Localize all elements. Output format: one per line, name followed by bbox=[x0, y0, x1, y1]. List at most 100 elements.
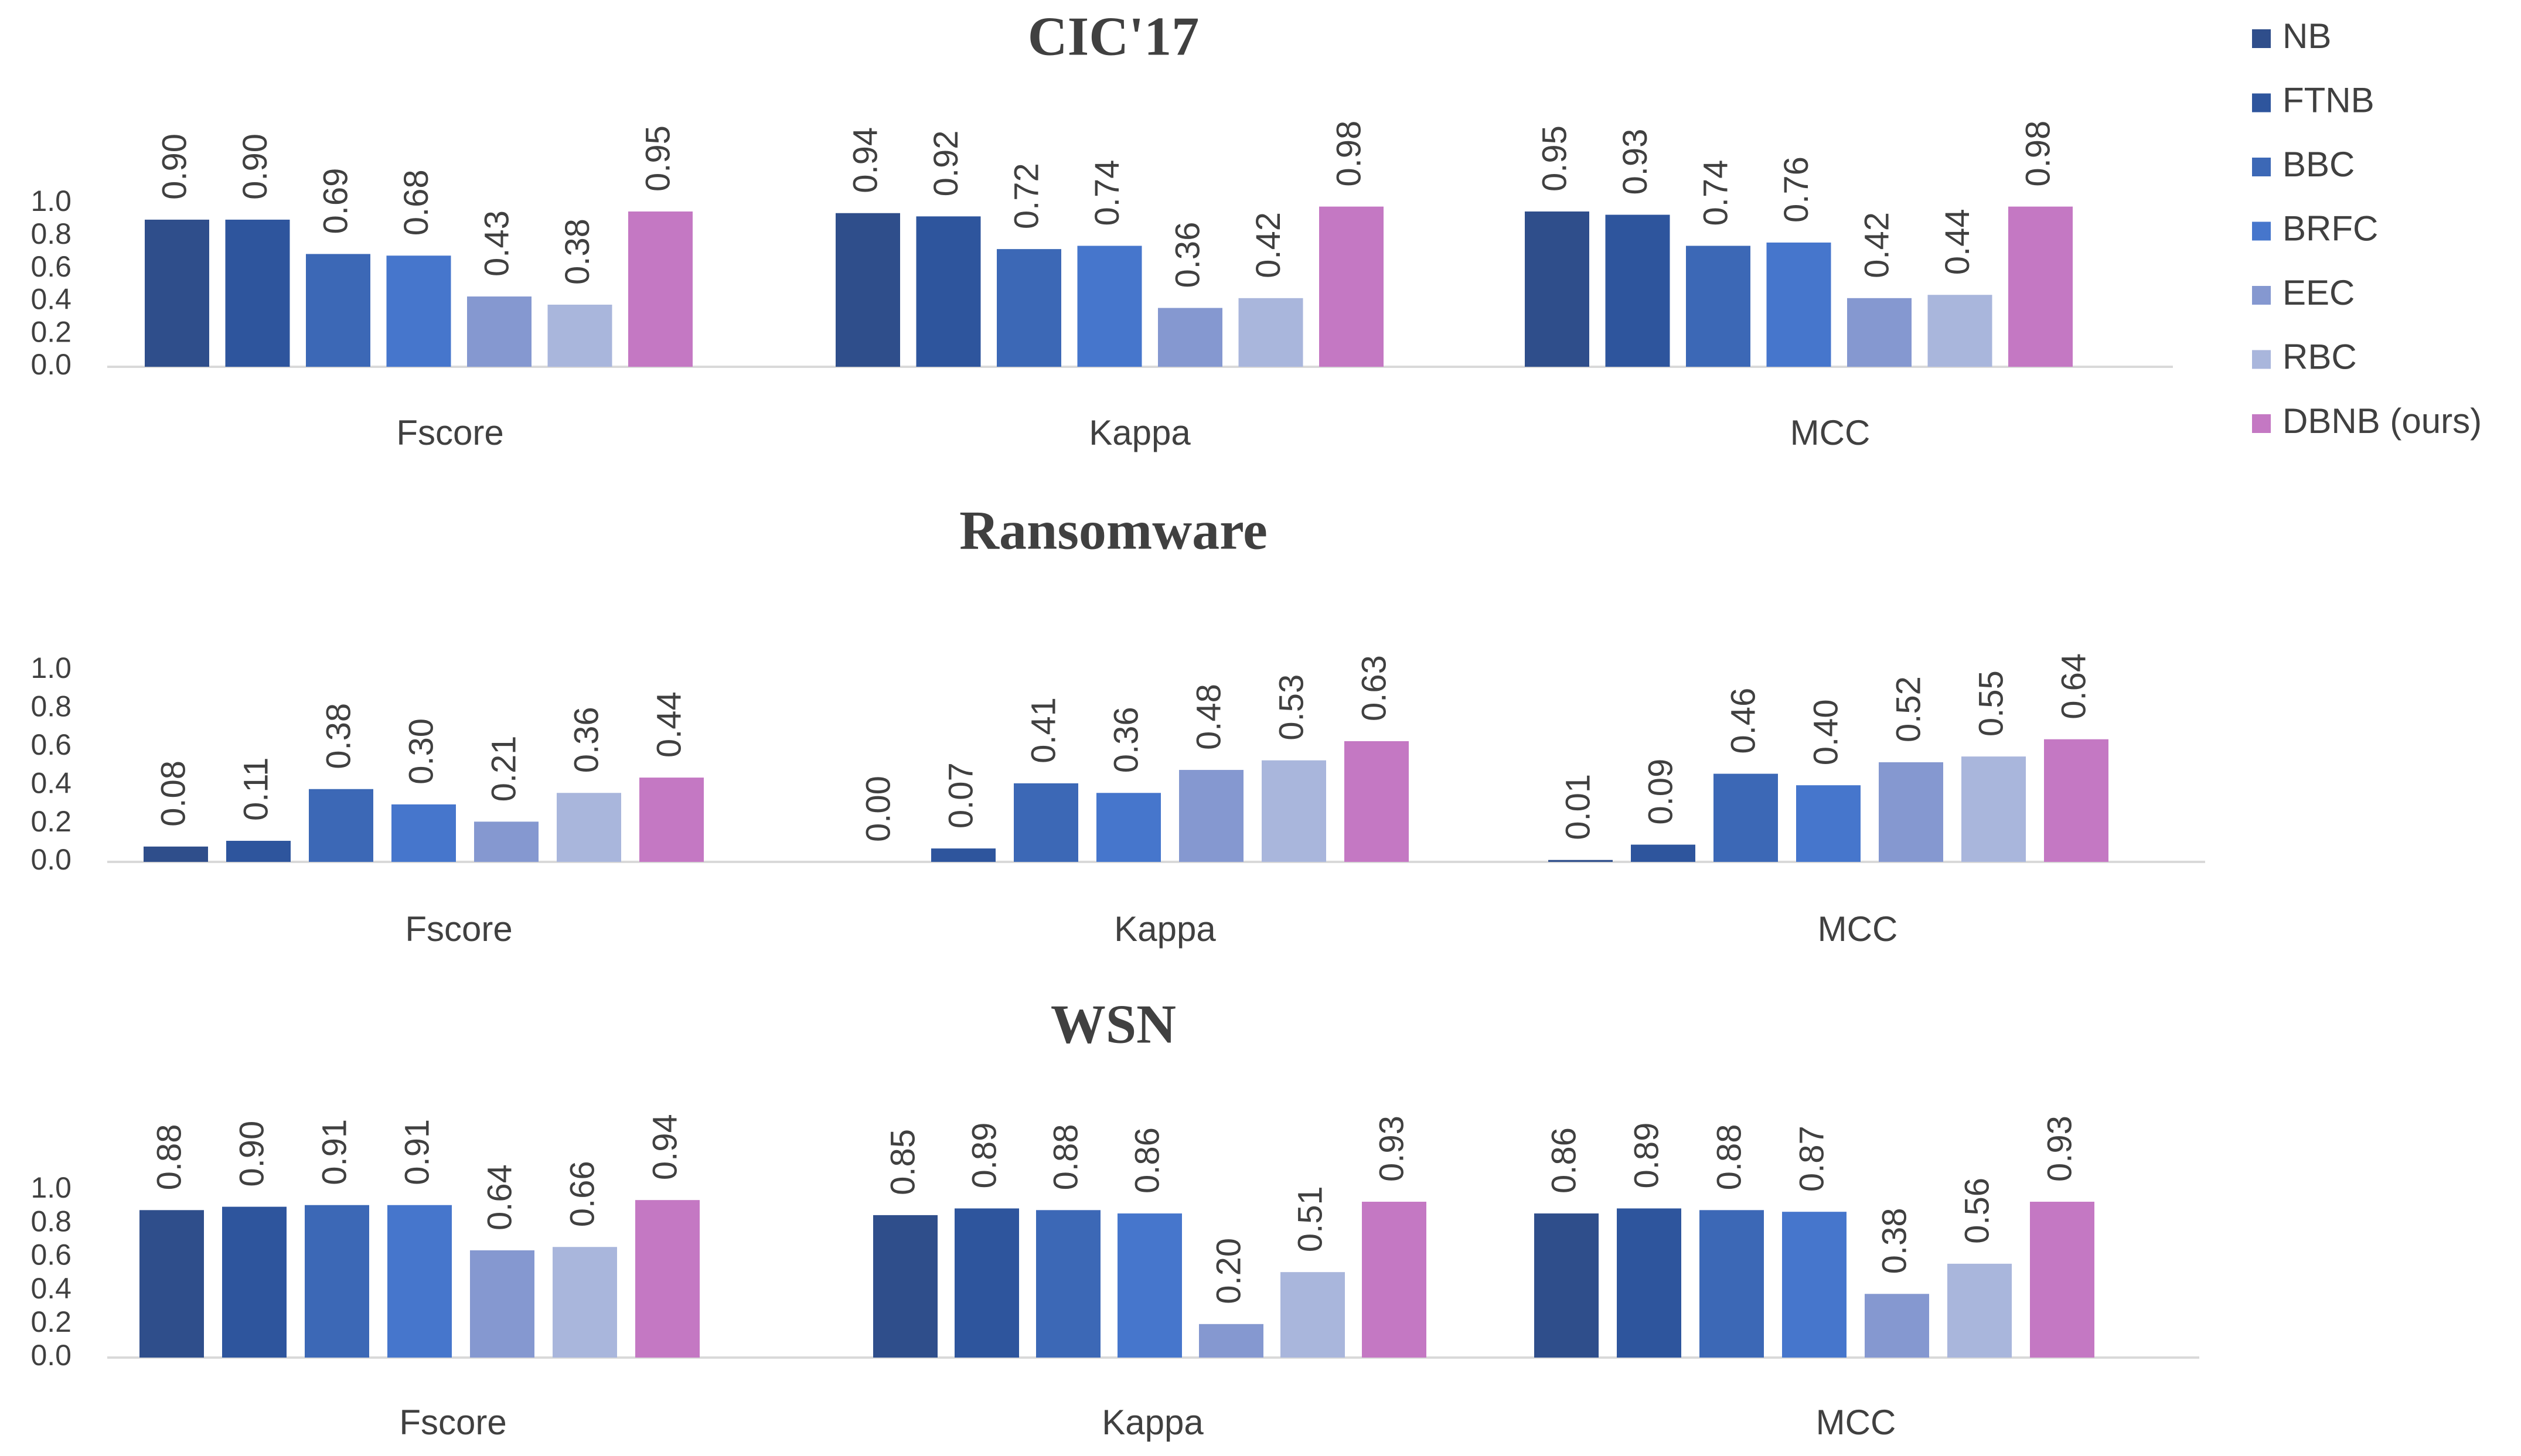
data-label: 0.52 bbox=[1889, 676, 1927, 742]
data-label: 0.88 bbox=[150, 1124, 188, 1190]
data-label: 0.90 bbox=[155, 134, 193, 200]
bar bbox=[1179, 770, 1244, 862]
data-label: 0.38 bbox=[319, 703, 357, 769]
legend-swatch bbox=[2252, 221, 2271, 241]
data-label: 0.92 bbox=[927, 130, 965, 196]
data-label: 0.74 bbox=[1088, 160, 1126, 226]
category-label: Fscore bbox=[405, 909, 512, 949]
legend-swatch bbox=[2252, 350, 2271, 369]
data-label: 0.94 bbox=[846, 127, 884, 193]
data-label: 0.88 bbox=[1710, 1124, 1748, 1190]
bar bbox=[1617, 1208, 1681, 1358]
y-tick-label: 0.2 bbox=[30, 805, 71, 838]
data-label: 0.07 bbox=[942, 762, 980, 828]
data-label: 0.68 bbox=[397, 169, 435, 236]
bar bbox=[1879, 762, 1943, 862]
bar bbox=[1782, 1212, 1847, 1358]
y-tick-label: 0.0 bbox=[30, 1339, 71, 1372]
bar bbox=[1280, 1272, 1345, 1358]
data-label: 0.55 bbox=[1972, 670, 2010, 736]
chart-title: Ransomware bbox=[959, 500, 1268, 561]
data-label: 0.76 bbox=[1777, 156, 1815, 223]
bar bbox=[639, 778, 704, 862]
data-label: 0.40 bbox=[1807, 699, 1845, 765]
data-label: 0.90 bbox=[233, 1121, 271, 1187]
bar bbox=[1631, 844, 1695, 862]
y-tick-label: 0.4 bbox=[30, 283, 71, 316]
y-tick-label: 1.0 bbox=[30, 652, 71, 684]
legend-label: BBC bbox=[2282, 145, 2355, 184]
bar bbox=[226, 841, 291, 862]
chart-title: CIC'17 bbox=[1028, 6, 1199, 67]
data-label: 0.00 bbox=[859, 776, 897, 842]
bar bbox=[873, 1215, 938, 1358]
data-label: 0.69 bbox=[316, 168, 355, 234]
bar bbox=[836, 213, 900, 367]
y-tick-label: 0.4 bbox=[30, 766, 71, 799]
bar bbox=[139, 1210, 204, 1358]
data-label: 0.20 bbox=[1210, 1238, 1248, 1304]
y-tick-label: 0.2 bbox=[30, 1305, 71, 1338]
data-label: 0.21 bbox=[485, 735, 523, 802]
bar bbox=[1961, 756, 2026, 862]
legend-label: NB bbox=[2282, 16, 2331, 56]
bar bbox=[2030, 1202, 2094, 1358]
legend-item: FTNB bbox=[2252, 80, 2374, 120]
bar bbox=[1525, 211, 1589, 367]
bar bbox=[1548, 860, 1613, 862]
legend-item: DBNB (ours) bbox=[2252, 401, 2482, 441]
bar bbox=[470, 1250, 534, 1358]
data-label: 0.36 bbox=[1107, 707, 1145, 773]
bar bbox=[955, 1208, 1019, 1358]
bar bbox=[1096, 793, 1161, 862]
data-label: 0.01 bbox=[1559, 774, 1597, 840]
legend-item: BRFC bbox=[2252, 209, 2378, 248]
data-label: 0.38 bbox=[558, 219, 597, 285]
bar bbox=[1199, 1324, 1263, 1358]
legend-swatch bbox=[2252, 93, 2271, 112]
legend-label: DBNB (ours) bbox=[2282, 401, 2482, 441]
data-label: 0.66 bbox=[563, 1161, 601, 1227]
bar bbox=[309, 789, 373, 862]
data-label: 0.95 bbox=[1535, 125, 1573, 192]
y-tick-label: 0.6 bbox=[30, 728, 71, 761]
bar bbox=[145, 219, 209, 367]
bar bbox=[1927, 295, 1992, 367]
data-label: 0.93 bbox=[2040, 1116, 2079, 1182]
legend-item: NB bbox=[2252, 16, 2331, 56]
y-tick-label: 0.8 bbox=[30, 690, 71, 723]
bar bbox=[1344, 741, 1409, 862]
data-label: 0.42 bbox=[1249, 212, 1287, 278]
legend-label: EEC bbox=[2282, 273, 2355, 312]
data-label: 0.08 bbox=[154, 761, 192, 827]
legend-swatch bbox=[2252, 158, 2271, 176]
y-tick-label: 0.2 bbox=[30, 315, 71, 348]
bar bbox=[997, 249, 1061, 367]
bar bbox=[1686, 245, 1750, 367]
data-label: 0.91 bbox=[315, 1119, 353, 1185]
data-label: 0.63 bbox=[1355, 655, 1393, 721]
legend-label: RBC bbox=[2282, 337, 2357, 376]
data-label: 0.93 bbox=[1372, 1116, 1411, 1182]
category-label: MCC bbox=[1790, 413, 1871, 452]
data-label: 0.86 bbox=[1545, 1127, 1583, 1194]
data-label: 0.43 bbox=[478, 210, 516, 277]
y-tick-label: 0.0 bbox=[30, 843, 71, 876]
legend-item: RBC bbox=[2252, 337, 2357, 376]
bar bbox=[1865, 1294, 1929, 1358]
chart-panel-1: Ransomware 0.0 0.2 0.4 0.6 0.8 1.0 0.08 0.11 0.38… bbox=[30, 500, 2205, 949]
legend-label: FTNB bbox=[2282, 80, 2374, 120]
bar bbox=[1238, 298, 1303, 367]
data-label: 0.36 bbox=[567, 707, 605, 773]
data-label: 0.36 bbox=[1168, 222, 1207, 288]
bar bbox=[2008, 206, 2073, 367]
data-label: 0.11 bbox=[237, 757, 275, 821]
bar bbox=[1118, 1213, 1182, 1358]
legend-swatch bbox=[2252, 286, 2271, 305]
data-label: 0.42 bbox=[1858, 212, 1896, 278]
legend-item: BBC bbox=[2252, 145, 2355, 184]
legend-swatch bbox=[2252, 414, 2271, 433]
data-label: 0.44 bbox=[650, 691, 688, 758]
bar bbox=[1158, 308, 1222, 367]
